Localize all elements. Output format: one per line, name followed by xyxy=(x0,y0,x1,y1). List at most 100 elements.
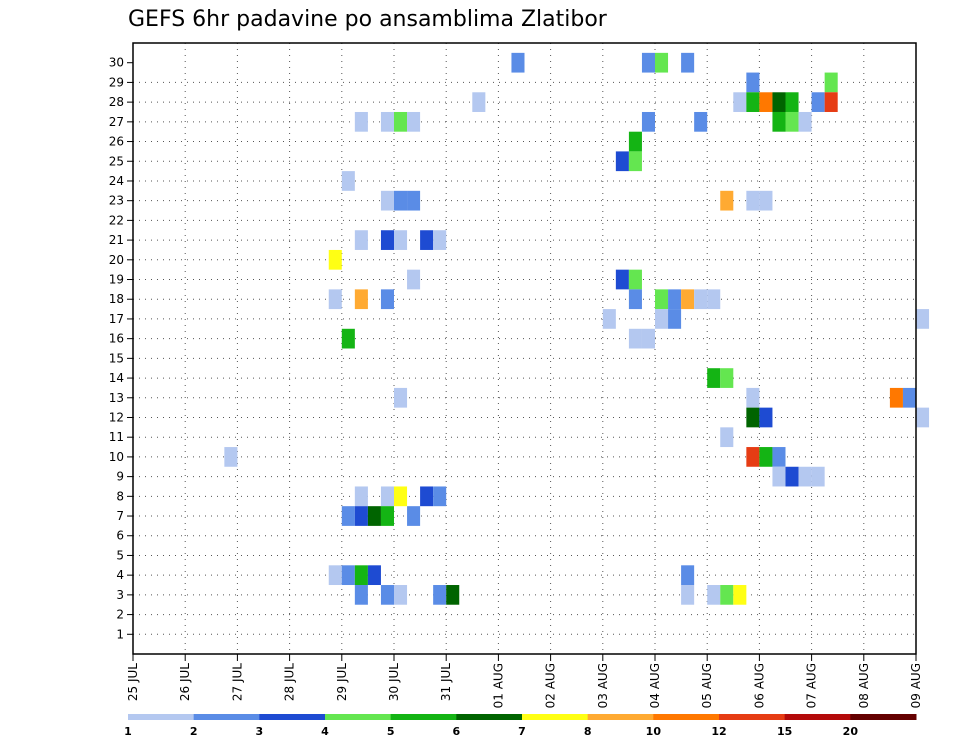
y-tick-label: 14 xyxy=(109,371,124,385)
x-tick-label: 30 JUL xyxy=(387,663,401,701)
data-cell xyxy=(655,289,669,310)
data-cell xyxy=(641,111,655,132)
y-tick-label: 9 xyxy=(116,470,124,484)
data-cell xyxy=(328,565,342,586)
x-tick-label: 28 JUL xyxy=(283,663,297,701)
data-cell xyxy=(224,447,238,467)
data-cell xyxy=(354,506,368,526)
data-cell xyxy=(354,111,368,132)
data-cell xyxy=(772,111,786,132)
y-tick-label: 1 xyxy=(116,627,124,641)
data-cell xyxy=(394,111,408,132)
data-cell xyxy=(668,309,682,329)
y-tick-label: 22 xyxy=(109,213,124,227)
data-cell xyxy=(380,585,394,605)
x-tick-label: 04 AUG xyxy=(648,663,662,708)
data-cell xyxy=(394,486,408,507)
y-tick-label: 11 xyxy=(109,430,124,444)
y-tick-label: 23 xyxy=(109,194,124,208)
data-cell xyxy=(772,447,786,467)
data-cell xyxy=(628,328,642,349)
data-cell xyxy=(798,466,812,487)
data-cell xyxy=(785,466,799,487)
data-cell xyxy=(746,72,760,93)
data-cell xyxy=(433,230,447,250)
data-cell xyxy=(668,289,682,310)
data-cell xyxy=(759,447,773,467)
legend-label: 2 xyxy=(190,725,198,738)
data-cell xyxy=(433,486,447,507)
x-tick-label: 03 AUG xyxy=(596,663,610,708)
data-cell xyxy=(341,506,355,526)
legend-label: 12 xyxy=(711,725,726,738)
data-cell xyxy=(628,151,642,172)
data-cell xyxy=(446,585,460,605)
data-cell xyxy=(916,309,930,329)
data-cell xyxy=(628,269,642,290)
data-cell xyxy=(720,585,734,605)
data-cell xyxy=(433,585,447,605)
data-cell xyxy=(759,92,773,112)
data-cell xyxy=(367,565,381,586)
plot-frame xyxy=(132,42,917,655)
y-tick-label: 19 xyxy=(109,273,124,287)
data-cell xyxy=(681,585,695,605)
data-cell xyxy=(772,92,786,112)
data-cell xyxy=(354,230,368,250)
data-cell xyxy=(785,111,799,132)
data-cell xyxy=(328,249,342,270)
x-tick-label: 01 AUG xyxy=(491,663,505,708)
y-tick-label: 2 xyxy=(116,608,124,622)
data-cell xyxy=(380,506,394,526)
data-cell xyxy=(380,230,394,250)
y-tick-label: 21 xyxy=(109,233,124,247)
x-tick-label: 08 AUG xyxy=(857,663,871,708)
x-tick-label: 09 AUG xyxy=(909,663,923,708)
data-cell xyxy=(733,585,747,605)
y-tick-label: 24 xyxy=(109,174,124,188)
y-tick-label: 5 xyxy=(116,548,124,562)
data-cell xyxy=(615,151,629,172)
data-cell xyxy=(798,111,812,132)
y-tick-label: 17 xyxy=(109,312,124,326)
legend-label: 15 xyxy=(777,725,792,738)
data-cell xyxy=(394,585,408,605)
y-tick-label: 20 xyxy=(109,253,124,267)
data-cell xyxy=(341,565,355,586)
y-tick-label: 13 xyxy=(109,391,124,405)
data-cell xyxy=(746,190,760,211)
data-cell xyxy=(394,190,408,211)
legend-swatch xyxy=(719,714,786,720)
data-cell xyxy=(511,52,525,73)
data-cell xyxy=(407,506,421,526)
data-cell xyxy=(720,368,734,388)
legend-label: 8 xyxy=(584,725,592,738)
data-cell xyxy=(407,269,421,290)
data-cell xyxy=(628,131,642,152)
x-axis: 25 JUL 26 JUL 27 JUL 28 JUL 29 JUL 30 JUL 31 J… xyxy=(126,654,923,708)
data-cell xyxy=(811,92,825,112)
legend-label: 1 xyxy=(124,725,132,738)
data-cell xyxy=(354,585,368,605)
data-cell xyxy=(824,92,838,112)
data-cell xyxy=(380,486,394,507)
data-cell xyxy=(641,52,655,73)
x-tick-label: 05 AUG xyxy=(700,663,714,708)
data-cell xyxy=(889,387,903,408)
data-cell xyxy=(746,447,760,467)
y-tick-label: 4 xyxy=(116,568,124,582)
data-cell xyxy=(681,289,695,310)
y-axis: 1234567891011121314151617181920212223242… xyxy=(109,56,133,641)
legend-swatch xyxy=(193,714,260,720)
x-tick-label: 02 AUG xyxy=(544,663,558,708)
data-cell xyxy=(720,190,734,211)
data-cell xyxy=(759,407,773,428)
legend-swatch xyxy=(522,714,589,720)
data-cell xyxy=(707,368,721,388)
data-cell xyxy=(341,328,355,349)
data-cell xyxy=(328,289,342,310)
data-cell xyxy=(655,52,669,73)
y-tick-label: 29 xyxy=(109,75,124,89)
y-tick-label: 15 xyxy=(109,351,124,365)
data-cell xyxy=(655,309,669,329)
